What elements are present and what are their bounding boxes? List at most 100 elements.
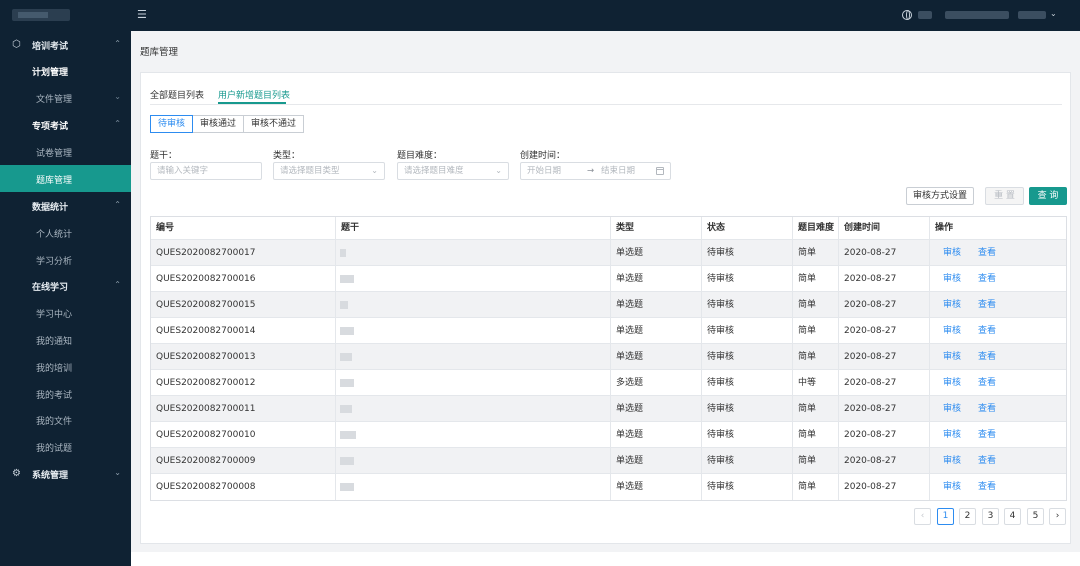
sidebar-item-personal-stats[interactable]: 个人统计 <box>0 219 131 246</box>
view-link[interactable]: 查看 <box>978 326 997 336</box>
sidebar-group-system[interactable]: ⚙ 系统管理 ⌄ <box>0 460 131 487</box>
cell-type: 单选题 <box>610 318 701 343</box>
sidebar-item-learning-center[interactable]: 学习中心 <box>0 299 131 326</box>
chevron-down-icon: ⌄ <box>114 468 121 477</box>
view-link[interactable]: 查看 <box>978 404 997 414</box>
blurred-stem-text <box>340 457 354 465</box>
review-link[interactable]: 审核 <box>943 274 962 284</box>
page-title: 题库管理 <box>140 47 179 58</box>
sidebar-item-label: 计划管理 <box>32 68 69 78</box>
sidebar-item-special[interactable]: 专项考试 ⌃ <box>0 111 131 138</box>
view-link[interactable]: 查看 <box>978 430 997 440</box>
filter-approved[interactable]: 审核通过 <box>192 115 244 133</box>
stem-input[interactable]: 请输入关键字 <box>150 162 262 180</box>
header-difficulty: 题目难度 <box>792 217 838 239</box>
cell-id: QUES2020082700008 <box>156 482 256 492</box>
sidebar-item-my-questions[interactable]: 我的试题 <box>0 433 131 460</box>
view-link[interactable]: 查看 <box>978 300 997 310</box>
cell-id: QUES2020082700014 <box>156 326 256 336</box>
header-id: 编号 <box>156 223 175 233</box>
cell-id: QUES2020082700017 <box>156 248 256 258</box>
sidebar-item-files[interactable]: 文件管理 ⌄ <box>0 84 131 111</box>
sidebar-group-statistics[interactable]: 数据统计 ⌃ <box>0 192 131 219</box>
cell-stem <box>335 422 610 447</box>
review-link[interactable]: 审核 <box>943 326 962 336</box>
sidebar: ⬡ 培训考试 ⌃ 计划管理 文件管理 ⌄ 专项考试 ⌃ 试卷管理 题库管理 数据… <box>0 31 131 566</box>
reset-button[interactable]: 重 置 <box>985 187 1024 205</box>
page-2[interactable]: 2 <box>959 508 976 525</box>
cell-created: 2020-08-27 <box>838 266 929 291</box>
tab-divider <box>150 104 1062 105</box>
sidebar-item-papers[interactable]: 试卷管理 <box>0 138 131 165</box>
cell-type: 单选题 <box>610 396 701 421</box>
blurred-stem-text <box>340 353 352 361</box>
cell-created: 2020-08-27 <box>838 292 929 317</box>
review-link[interactable]: 审核 <box>943 482 962 492</box>
table-header-row: 编号 题干 类型 状态 题目难度 创建时间 操作 <box>151 217 1066 240</box>
filter-rejected[interactable]: 审核不通过 <box>243 115 304 133</box>
header-status: 状态 <box>701 217 792 239</box>
page-4[interactable]: 4 <box>1004 508 1021 525</box>
tab-all-questions[interactable]: 全部题目列表 <box>150 91 205 101</box>
view-link[interactable]: 查看 <box>978 456 997 466</box>
sidebar-item-my-notices[interactable]: 我的通知 <box>0 326 131 353</box>
sidebar-item-my-exams[interactable]: 我的考试 <box>0 380 131 407</box>
sidebar-item-plan[interactable]: 计划管理 <box>0 57 131 84</box>
sidebar-group-online-learning[interactable]: 在线学习 ⌃ <box>0 272 131 299</box>
page-3[interactable]: 3 <box>982 508 999 525</box>
blurred-stem-text <box>340 275 354 283</box>
review-method-settings-button[interactable]: 审核方式设置 <box>906 187 974 205</box>
cell-difficulty: 简单 <box>792 396 838 421</box>
cell-status: 待审核 <box>701 344 792 369</box>
blurred-user-name[interactable] <box>945 11 1009 19</box>
difficulty-select[interactable]: 请选择题目难度 ⌄ <box>397 162 509 180</box>
table-row: QUES2020082700016 单选题 待审核 简单 2020-08-27 审核 查看 <box>151 266 1066 292</box>
page-1[interactable]: 1 <box>937 508 954 525</box>
sidebar-item-my-trainings[interactable]: 我的培训 <box>0 353 131 380</box>
cell-created: 2020-08-27 <box>838 474 929 500</box>
cell-id: QUES2020082700012 <box>156 378 256 388</box>
sidebar-item-my-files[interactable]: 我的文件 <box>0 406 131 433</box>
review-link[interactable]: 审核 <box>943 378 962 388</box>
blurred-stem-text <box>340 405 352 413</box>
globe-icon[interactable] <box>902 10 912 20</box>
page-5[interactable]: 5 <box>1027 508 1044 525</box>
view-link[interactable]: 查看 <box>978 378 997 388</box>
prev-page-button[interactable]: ‹ <box>914 508 931 525</box>
sidebar-group-training[interactable]: ⬡ 培训考试 ⌃ <box>0 31 131 58</box>
graduation-cap-icon: ⬡ <box>12 39 21 50</box>
filter-pending[interactable]: 待审核 <box>150 115 193 133</box>
review-link[interactable]: 审核 <box>943 456 962 466</box>
header-stem: 题干 <box>335 217 610 239</box>
chevron-down-icon: ⌄ <box>495 166 502 175</box>
cell-actions: 审核 查看 <box>929 370 1068 395</box>
footer-strip <box>131 552 1080 566</box>
chevron-down-icon[interactable]: ⌄ <box>1050 9 1057 18</box>
sidebar-item-question-bank[interactable]: 题库管理 <box>0 165 131 192</box>
review-link[interactable]: 审核 <box>943 404 962 414</box>
cell-id: QUES2020082700011 <box>156 404 256 414</box>
blurred-stem-text <box>340 327 354 335</box>
active-tab-indicator <box>218 102 286 104</box>
cell-status: 待审核 <box>701 474 792 500</box>
date-range-picker[interactable]: 开始日期 → 结束日期 <box>520 162 671 180</box>
review-link[interactable]: 审核 <box>943 352 962 362</box>
sidebar-item-label: 题库管理 <box>36 176 73 186</box>
view-link[interactable]: 查看 <box>978 482 997 492</box>
chevron-up-icon: ⌃ <box>114 39 121 48</box>
tab-user-new-questions[interactable]: 用户新增题目列表 <box>218 91 291 101</box>
menu-fold-icon[interactable]: ☰ <box>137 8 147 21</box>
cell-status: 待审核 <box>701 266 792 291</box>
review-link[interactable]: 审核 <box>943 248 962 258</box>
view-link[interactable]: 查看 <box>978 248 997 258</box>
cell-stem <box>335 292 610 317</box>
view-link[interactable]: 查看 <box>978 352 997 362</box>
query-button[interactable]: 查 询 <box>1029 187 1067 205</box>
sidebar-item-learning-analysis[interactable]: 学习分析 <box>0 246 131 273</box>
sidebar-item-label: 试卷管理 <box>36 149 73 159</box>
review-link[interactable]: 审核 <box>943 300 962 310</box>
view-link[interactable]: 查看 <box>978 274 997 284</box>
next-page-button[interactable]: › <box>1049 508 1066 525</box>
review-link[interactable]: 审核 <box>943 430 962 440</box>
type-select[interactable]: 请选择题目类型 ⌄ <box>273 162 385 180</box>
